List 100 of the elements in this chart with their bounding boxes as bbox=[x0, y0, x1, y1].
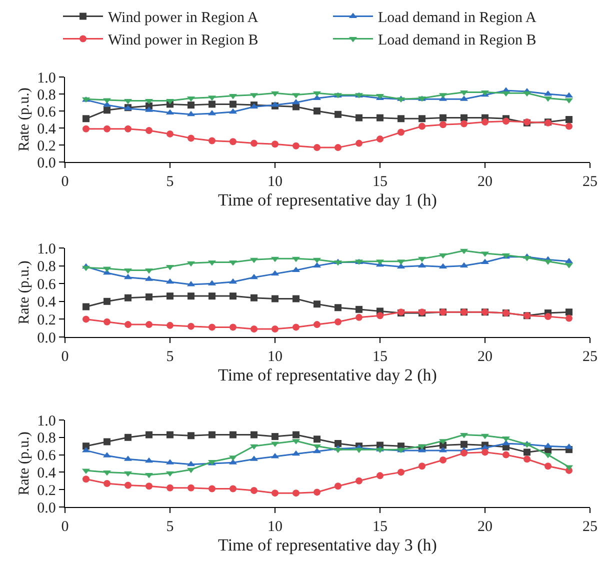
point bbox=[356, 114, 362, 122]
point bbox=[146, 293, 152, 300]
point bbox=[208, 324, 216, 331]
point bbox=[188, 292, 194, 300]
point bbox=[376, 114, 384, 122]
point bbox=[166, 292, 174, 300]
y-tick-label: 0.8 bbox=[37, 87, 56, 104]
point bbox=[272, 140, 278, 148]
y-tick-label: 0.6 bbox=[37, 276, 56, 293]
point bbox=[230, 431, 236, 438]
point bbox=[314, 144, 320, 152]
x-tick-label: 5 bbox=[166, 349, 174, 366]
point bbox=[250, 325, 258, 332]
x-tick-label: 20 bbox=[478, 519, 492, 536]
y-tick-label: 0.2 bbox=[37, 138, 56, 154]
point bbox=[250, 294, 258, 302]
point bbox=[208, 100, 216, 108]
point bbox=[250, 140, 258, 147]
x-tick-label: 25 bbox=[582, 349, 598, 366]
y-tick-label: 1.0 bbox=[37, 70, 56, 86]
point bbox=[188, 102, 194, 109]
point bbox=[82, 125, 90, 132]
legend-label: Wind power in Region A bbox=[108, 10, 258, 26]
point bbox=[314, 436, 320, 443]
x-tick-label: 10 bbox=[268, 174, 282, 190]
point bbox=[82, 303, 90, 310]
y-tick-label: 0.6 bbox=[37, 448, 56, 464]
point bbox=[292, 295, 300, 302]
point bbox=[230, 100, 236, 108]
point bbox=[524, 448, 530, 456]
point bbox=[124, 294, 132, 302]
legend-label: Load demand in Region B bbox=[378, 32, 536, 49]
x-tick-label: 10 bbox=[268, 349, 282, 366]
point bbox=[460, 450, 468, 457]
point bbox=[104, 106, 110, 114]
x-tick-label: 0 bbox=[61, 174, 69, 190]
y-tick-label: 0.8 bbox=[37, 259, 56, 276]
point bbox=[418, 115, 426, 122]
point bbox=[272, 433, 278, 440]
point bbox=[566, 116, 572, 123]
point bbox=[524, 456, 530, 463]
point bbox=[376, 472, 384, 480]
point bbox=[440, 121, 446, 128]
point bbox=[376, 136, 384, 143]
point bbox=[398, 115, 404, 122]
y-tick-label: 0.2 bbox=[37, 312, 56, 328]
point bbox=[188, 134, 194, 142]
point bbox=[250, 431, 258, 438]
point bbox=[566, 308, 572, 316]
y-tick-label: 0.4 bbox=[37, 465, 56, 482]
point bbox=[334, 110, 342, 118]
point bbox=[166, 322, 174, 329]
x-tick-label: 15 bbox=[372, 519, 388, 536]
point bbox=[398, 128, 404, 136]
point bbox=[544, 462, 552, 470]
point bbox=[482, 448, 488, 456]
point bbox=[356, 306, 362, 313]
point bbox=[356, 314, 362, 321]
x-tick-label: 15 bbox=[372, 174, 388, 190]
point bbox=[502, 451, 510, 458]
point bbox=[146, 482, 152, 490]
point bbox=[460, 440, 468, 448]
point bbox=[376, 312, 384, 320]
point bbox=[104, 480, 110, 488]
point bbox=[334, 440, 342, 447]
y-tick-label: 1.0 bbox=[37, 413, 56, 430]
y-tick-label: 0.0 bbox=[37, 500, 56, 516]
x-axis-title: Time of representative day 1 (h) bbox=[218, 190, 437, 210]
point bbox=[334, 318, 342, 326]
x-tick-label: 10 bbox=[268, 519, 282, 536]
point bbox=[272, 295, 278, 302]
point bbox=[418, 122, 426, 130]
point bbox=[334, 482, 342, 490]
point bbox=[566, 122, 572, 130]
y-axis-title: Rate (p.u.) bbox=[16, 88, 32, 152]
point bbox=[544, 313, 552, 320]
y-tick-label: 0.2 bbox=[37, 482, 56, 499]
point bbox=[208, 292, 216, 300]
y-tick-label: 0.4 bbox=[37, 294, 56, 311]
point bbox=[272, 325, 278, 332]
point bbox=[124, 482, 132, 489]
point bbox=[104, 438, 110, 446]
y-tick-label: 0.6 bbox=[37, 104, 56, 120]
point bbox=[188, 432, 194, 440]
x-tick-label: 25 bbox=[582, 174, 598, 190]
point bbox=[250, 486, 258, 494]
point bbox=[230, 324, 236, 331]
point bbox=[146, 431, 152, 438]
point bbox=[146, 127, 152, 134]
point bbox=[230, 138, 236, 146]
x-tick-label: 0 bbox=[61, 519, 69, 536]
legend-label: Load demand in Region A bbox=[378, 10, 536, 26]
point bbox=[292, 431, 300, 438]
point bbox=[166, 484, 174, 492]
point bbox=[314, 108, 320, 114]
y-tick-label: 0.4 bbox=[37, 121, 56, 138]
point bbox=[104, 125, 110, 132]
point bbox=[124, 125, 132, 132]
point bbox=[460, 114, 468, 122]
y-tick-label: 0.0 bbox=[37, 330, 56, 346]
